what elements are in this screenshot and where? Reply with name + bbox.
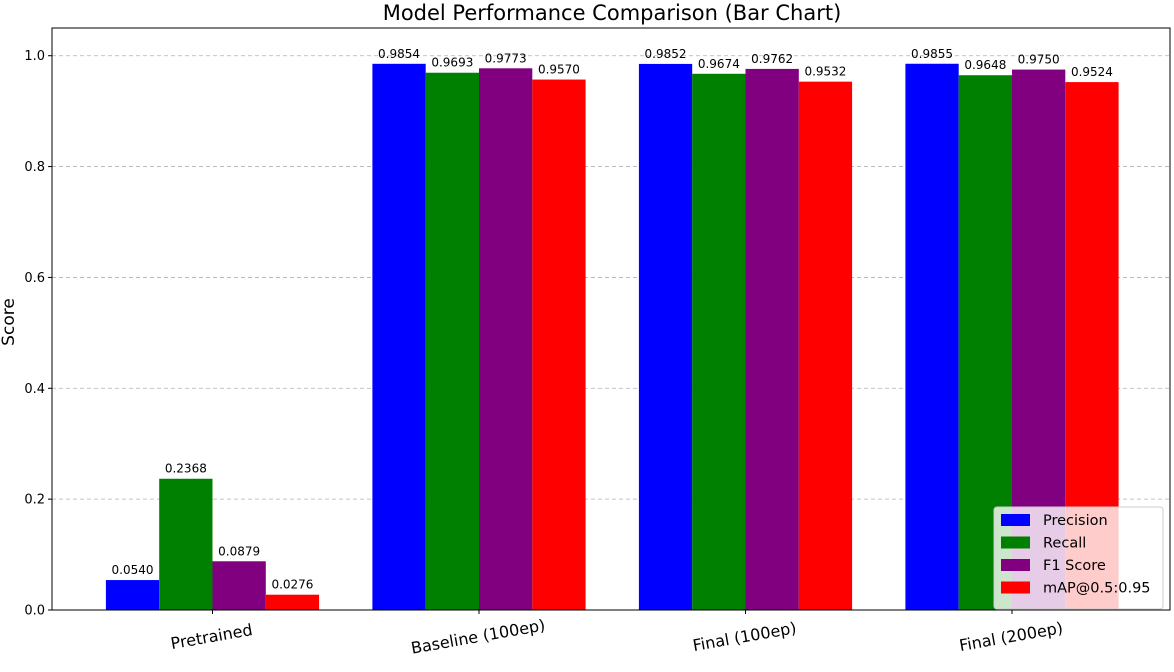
bar: [905, 63, 959, 611]
y-tick-label: 0.6: [24, 271, 45, 286]
bar-value-label: 0.0879: [218, 544, 260, 558]
bar-value-label: 0.9570: [538, 63, 580, 77]
data-labels: 0.0540 0.2368 0.0879 0.0276 0.9854 0.9693 0.97…: [112, 47, 1113, 592]
legend-entry: Recall: [1043, 536, 1086, 552]
y-tick-label: 0.8: [24, 160, 45, 175]
y-tick-label: 0.2: [24, 493, 45, 508]
legend-entry: mAP@0.5:0.95: [1043, 581, 1151, 597]
legend-swatch: [1001, 536, 1030, 549]
bar-value-label: 0.9852: [645, 47, 687, 61]
bar-value-label: 0.9762: [751, 52, 793, 66]
bar: [745, 68, 799, 610]
bar: [532, 79, 586, 610]
bar-value-label: 0.9532: [804, 65, 846, 79]
bar-value-label: 0.0540: [112, 563, 154, 577]
legend: Precision Recall F1 Score mAP@0.5:0.95: [993, 506, 1164, 610]
bar-value-label: 0.9773: [485, 51, 527, 65]
bar-value-label: 0.2368: [165, 462, 207, 476]
x-tick-label: Final (100ep): [691, 618, 798, 655]
y-axis-label: Score: [0, 298, 19, 346]
legend-frame: [993, 506, 1164, 610]
bar-value-label: 0.9648: [964, 58, 1006, 72]
bar: [425, 72, 479, 611]
bar-value-label: 0.9693: [431, 56, 473, 70]
legend-swatch: [1001, 514, 1030, 526]
bar: [212, 561, 266, 610]
y-tick-label: 1.0: [24, 49, 45, 64]
bar-value-label: 0.9674: [698, 57, 740, 71]
bar: [265, 594, 320, 610]
bars: [105, 63, 1119, 611]
legend-entry: F1 Score: [1043, 558, 1106, 574]
x-tick-label: Pretrained: [169, 620, 254, 653]
bar: [692, 73, 746, 610]
legend-swatch: [1001, 581, 1030, 594]
legend-entry: Precision: [1043, 513, 1108, 529]
x-tick-label: Final (200ep): [958, 618, 1065, 655]
chart-title: Model Performance Comparison (Bar Chart): [383, 1, 842, 25]
plot-frame: [51, 27, 1171, 611]
bar-value-label: 0.9854: [378, 47, 420, 61]
bar: [638, 63, 693, 610]
y-tick-label: 0.0: [24, 604, 45, 619]
bar-value-label: 0.9855: [911, 47, 953, 61]
bar-value-label: 0.0276: [271, 578, 313, 592]
x-tick-label: Baseline (100ep): [409, 615, 546, 657]
y-tick-label: 0.4: [24, 382, 45, 397]
bar: [479, 68, 533, 610]
bar: [798, 81, 853, 611]
bar-value-label: 0.9524: [1071, 65, 1113, 79]
bar-value-label: 0.9750: [1018, 53, 1060, 67]
bar: [372, 63, 426, 610]
bar: [105, 580, 160, 610]
legend-swatch: [1001, 559, 1030, 571]
bar: [159, 478, 213, 610]
